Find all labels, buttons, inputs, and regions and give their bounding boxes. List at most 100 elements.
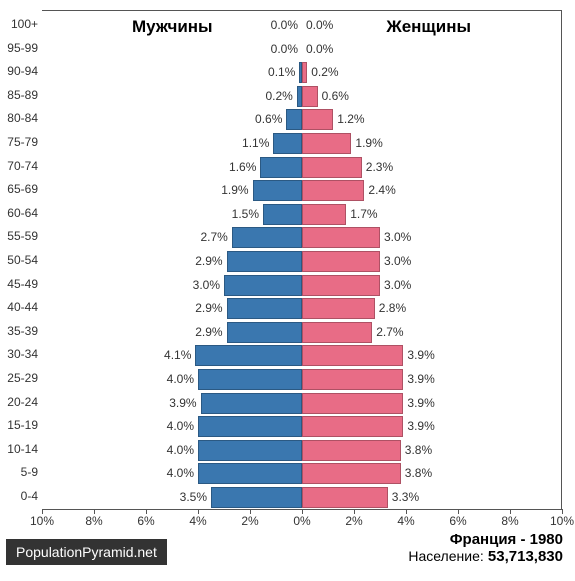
male-bar [201,393,302,414]
x-axis-tick-mark [302,509,303,514]
female-pct-label: 3.8% [405,443,432,457]
female-pct-label: 1.9% [355,136,382,150]
female-bar [302,86,318,107]
male-pct-label: 4.0% [167,466,194,480]
source-badge: PopulationPyramid.net [6,539,167,565]
female-bar [302,275,380,296]
female-pct-label: 3.0% [384,230,411,244]
pyramid-row: 1.1%1.9% [42,132,562,156]
female-pct-label: 0.0% [306,18,333,32]
female-pct-label: 2.3% [366,160,393,174]
pyramid-row: 0.0% 0.0% [42,14,562,38]
female-bar [302,487,388,508]
male-bar [227,322,302,343]
male-pct-label: 4.0% [167,443,194,457]
female-pct-label: 3.9% [407,419,434,433]
age-group-label: 10-14 [0,442,38,456]
male-pct-label: 1.5% [232,207,259,221]
age-group-label: 20-24 [0,395,38,409]
pyramid-row: 4.0% 3.9% [42,415,562,439]
pyramid-row: 0.2%0.6% [42,85,562,109]
x-axis-tick-label: 6% [137,514,154,528]
female-pct-label: 2.7% [376,325,403,339]
age-group-label: 85-89 [0,88,38,102]
male-pct-label: 4.0% [167,419,194,433]
male-bar [211,487,302,508]
male-pct-label: 2.9% [195,301,222,315]
female-pct-label: 2.4% [368,183,395,197]
female-bar [302,227,380,248]
x-axis-tick-mark [42,509,43,514]
male-bar [224,275,302,296]
female-pct-label: 3.9% [407,396,434,410]
female-bar [302,62,307,83]
male-pct-label: 2.7% [200,230,227,244]
age-group-label: 70-74 [0,159,38,173]
age-group-label: 80-84 [0,111,38,125]
age-group-label: 60-64 [0,206,38,220]
pyramid-row: 4.0%3.9% [42,368,562,392]
x-axis-tick-mark [94,509,95,514]
male-pct-label: 0.0% [271,18,298,32]
male-pct-label: 0.0% [271,42,298,56]
chart-footer: Франция - 1980 Население: 53,713,830 [408,531,563,565]
x-axis-tick-mark [146,509,147,514]
male-bar [227,298,302,319]
pyramid-rows: 0.0%0.0%0.0%0.0%0.1%0.2%0.2%0.6%0.6%1.2%… [42,14,562,509]
age-group-label: 50-54 [0,253,38,267]
male-pct-label: 1.9% [221,183,248,197]
male-bar [198,463,302,484]
female-pct-label: 1.2% [337,112,364,126]
pyramid-row: 4.1%3.9% [42,344,562,368]
female-pct-label: 3.9% [407,348,434,362]
age-group-label: 40-44 [0,300,38,314]
pyramid-row: 1.9% 2.4% [42,179,562,203]
x-axis-tick-label: 10% [550,514,574,528]
female-pct-label: 3.8% [405,466,432,480]
female-bar [302,440,401,461]
population-value: 53,713,830 [488,548,563,565]
pyramid-row: 4.0% 3.8% [42,439,562,463]
male-bar [232,227,302,248]
age-group-label: 75-79 [0,135,38,149]
x-axis-tick-mark [510,509,511,514]
female-pct-label: 0.2% [311,65,338,79]
male-bar [253,180,302,201]
male-pct-label: 3.5% [180,490,207,504]
pyramid-row: 2.9%3.0% [42,250,562,274]
pyramid-row: 2.7% 3.0% [42,226,562,250]
female-pct-label: 3.0% [384,278,411,292]
male-bar [273,133,302,154]
x-axis-tick-mark [354,509,355,514]
male-pct-label: 1.6% [229,160,256,174]
x-axis-tick-label: 0% [293,514,310,528]
female-pct-label: 0.6% [322,89,349,103]
age-group-label: 0-4 [0,489,38,503]
x-axis-tick-mark [458,509,459,514]
x-axis-tick-mark [562,509,563,514]
x-axis-tick-mark [198,509,199,514]
x-axis-tick-label: 4% [189,514,206,528]
male-bar [195,345,302,366]
male-pct-label: 3.9% [169,396,196,410]
male-bar [227,251,302,272]
x-axis-tick-mark [250,509,251,514]
pyramid-row: 0.6%1.2% [42,108,562,132]
age-group-label: 100+ [0,17,38,31]
pyramid-row: 4.0% 3.8% [42,462,562,486]
male-pct-label: 4.0% [167,372,194,386]
female-bar [302,416,403,437]
x-axis-tick-label: 2% [345,514,362,528]
age-group-label: 25-29 [0,371,38,385]
female-bar [302,251,380,272]
age-group-label: 5-9 [0,465,38,479]
pyramid-row: 0.0%0.0% [42,38,562,62]
female-pct-label: 2.8% [379,301,406,315]
male-pct-label: 0.1% [268,65,295,79]
x-axis-tick-label: 6% [449,514,466,528]
female-bar [302,180,364,201]
female-bar [302,393,403,414]
pyramid-row: 3.5%3.3% [42,486,562,510]
pyramid-row: 3.9% 3.9% [42,392,562,416]
x-axis-tick-label: 8% [85,514,102,528]
